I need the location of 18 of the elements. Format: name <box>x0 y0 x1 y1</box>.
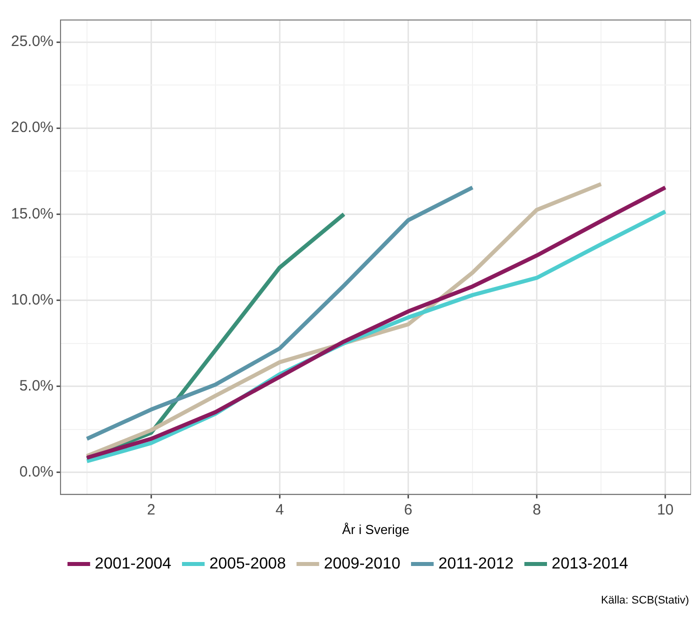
text: Källa: SCB(Stativ) <box>600 594 689 607</box>
legend-label: 2013-2014 <box>552 555 628 572</box>
x-tick-label: 8 <box>532 502 541 519</box>
x-tick-label: 10 <box>656 502 674 519</box>
y-tick-label: 10.0% <box>10 291 54 308</box>
x-axis-title: År i Sverige <box>342 522 410 537</box>
y-tick-label: 20.0% <box>10 119 54 136</box>
x-tick-label: 4 <box>276 502 284 519</box>
y-tick-label: 15.0% <box>10 205 54 222</box>
x-tick-label: 6 <box>404 502 412 519</box>
legend-label: 2011-2012 <box>438 555 514 572</box>
y-tick-label: 5.0% <box>19 377 54 394</box>
legend-label: 2005-2008 <box>209 555 286 572</box>
legend-label: 2001-2004 <box>94 555 172 572</box>
y-tick-label: 25.0% <box>10 33 54 50</box>
legend-label: 2009-2010 <box>324 555 400 572</box>
x-tick-label: 2 <box>146 502 156 519</box>
y-tick-label: 0.0% <box>19 464 54 481</box>
